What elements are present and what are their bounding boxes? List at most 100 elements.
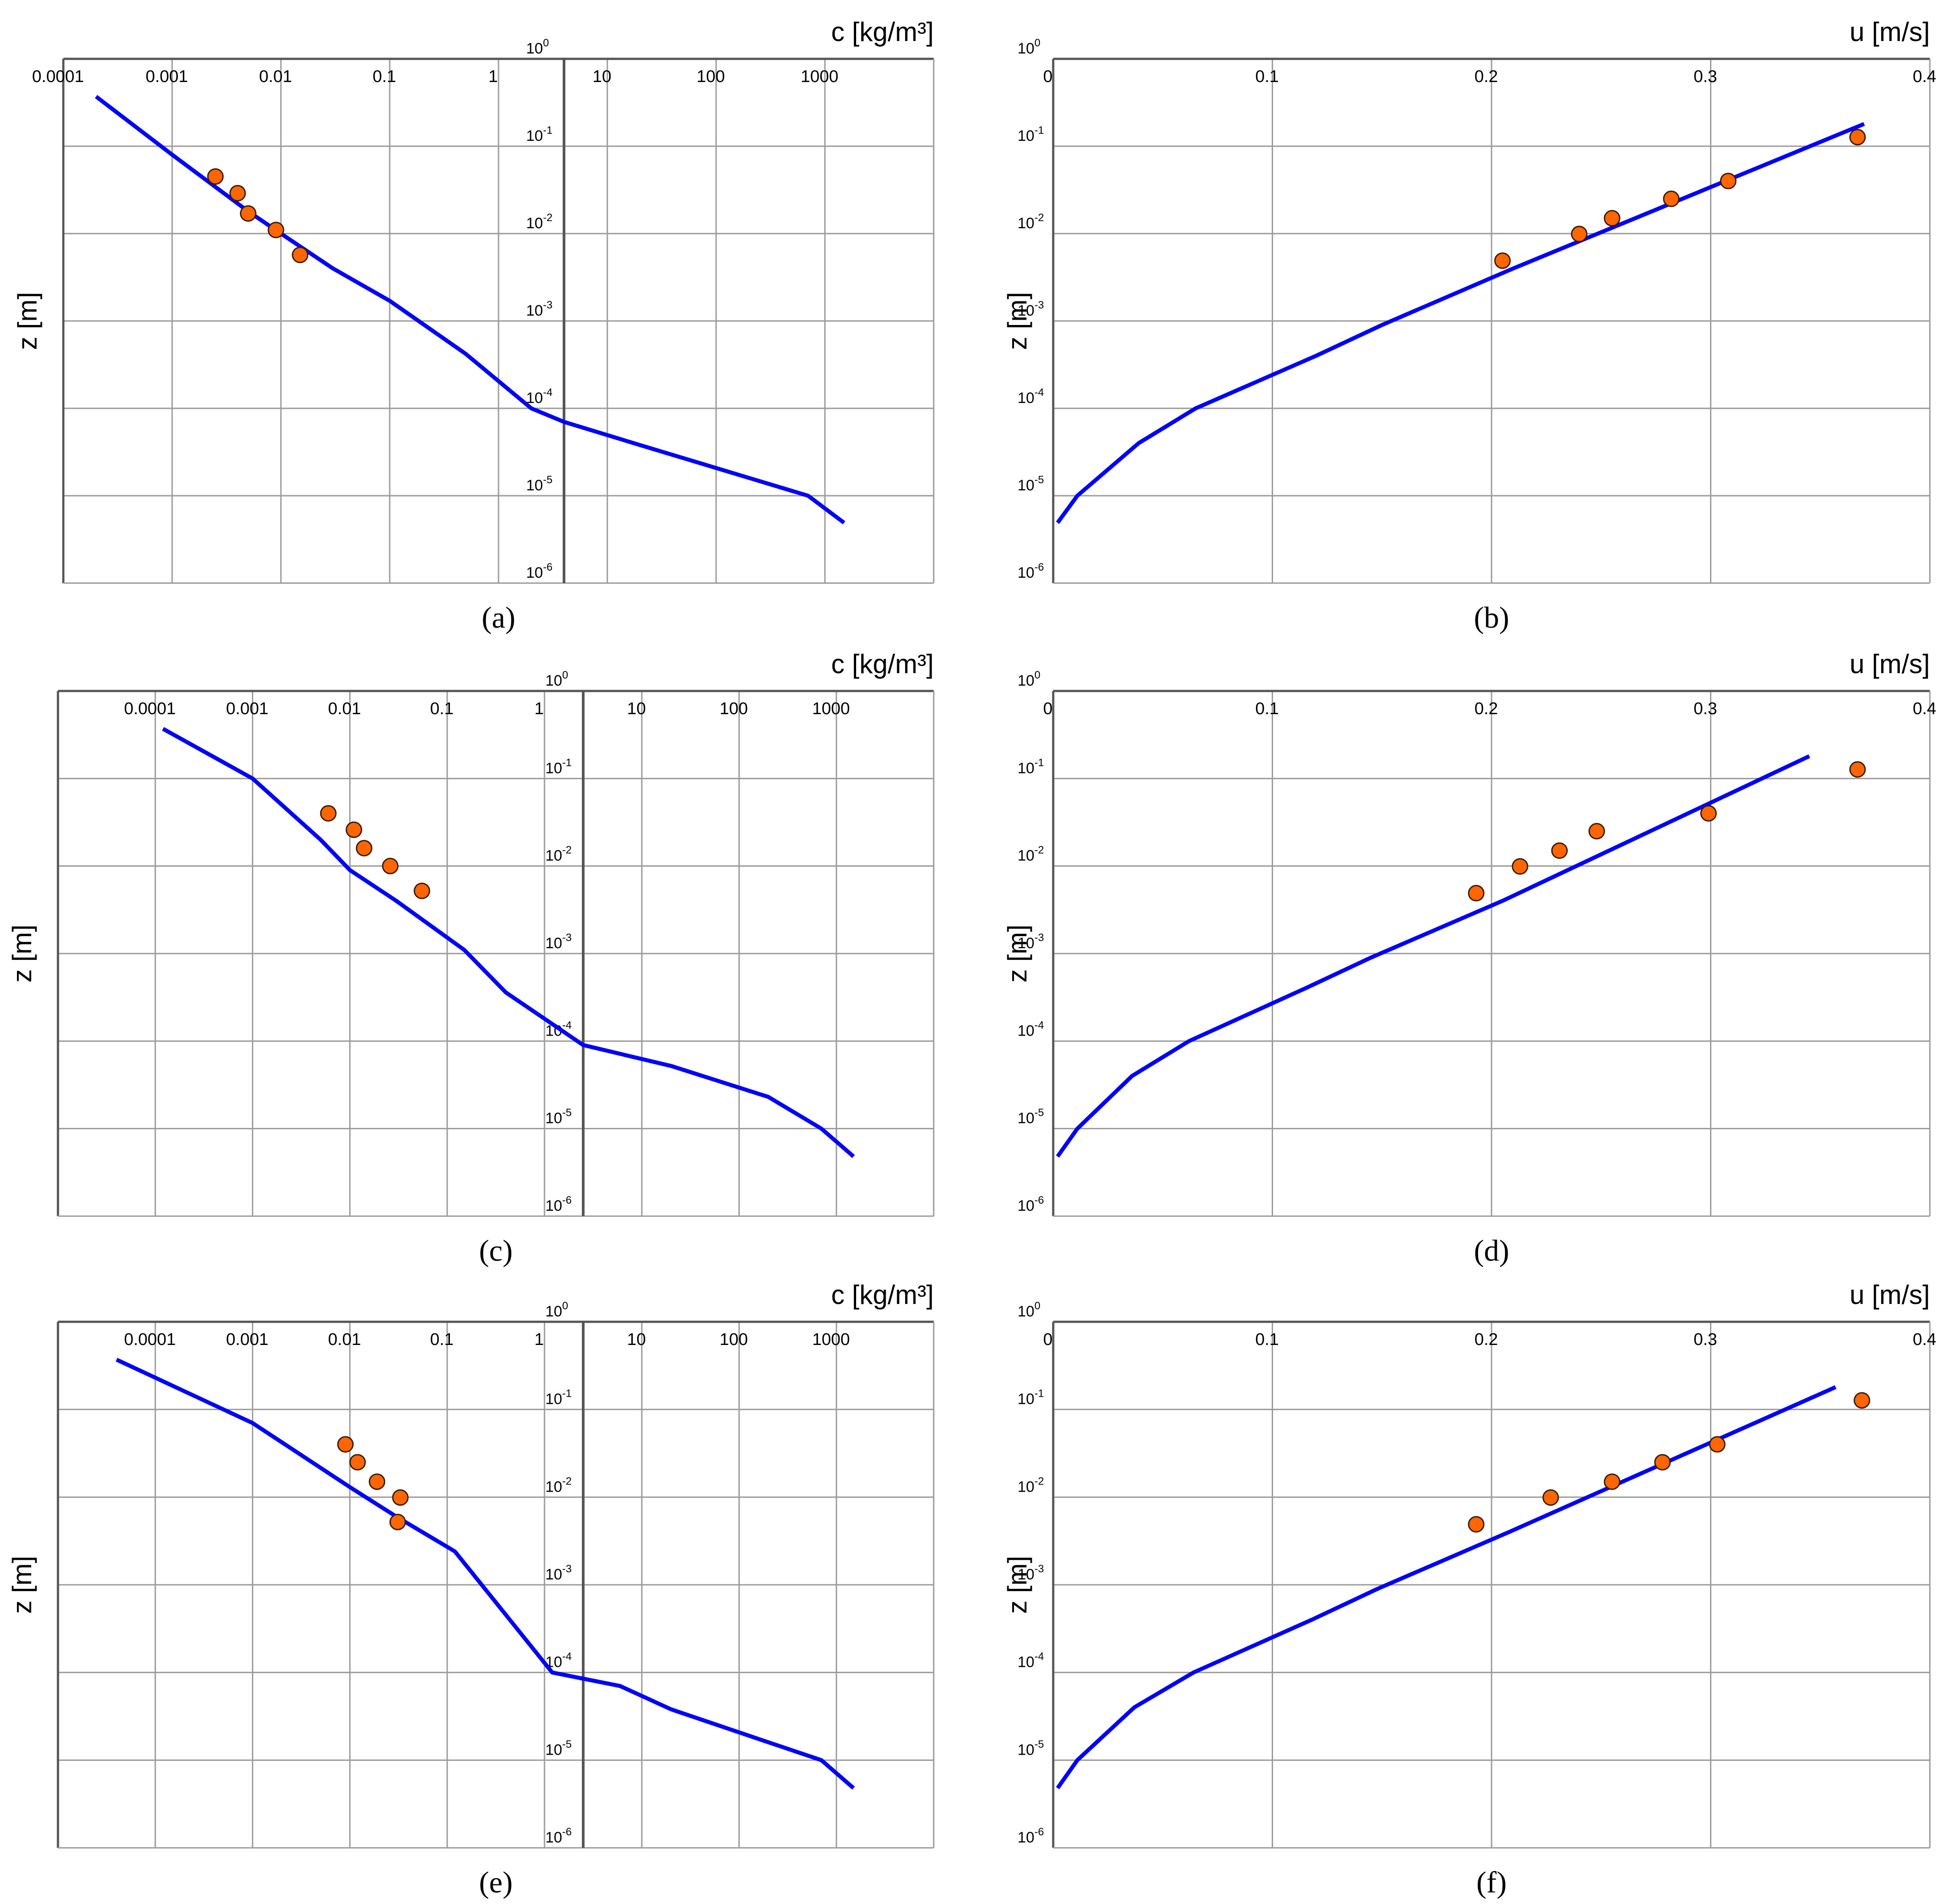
data-point	[1468, 1516, 1485, 1533]
x-tick-label: 0	[1043, 1330, 1052, 1349]
y-tick-label: 10-2	[545, 1475, 572, 1495]
data-point	[1849, 129, 1866, 146]
x-axis-title: c [kg/m³]	[831, 649, 934, 679]
x-tick-label: 0.2	[1475, 67, 1498, 86]
data-point	[392, 1489, 409, 1506]
panel-label: (e)	[479, 1865, 512, 1899]
panel-a: 0.0001 0.001 0.01 0.1 1 10 100 1000 100 10-1 10-2 1…	[12, 17, 935, 634]
y-tick-label: 10-3	[1018, 932, 1044, 952]
data-point	[1542, 1489, 1559, 1506]
y-axis-title: z [m]	[1002, 292, 1032, 350]
y-tick-label: 10-2	[545, 844, 572, 864]
data-point	[1468, 884, 1485, 901]
y-tick-label: 10-2	[1018, 1475, 1044, 1495]
x-axis-title: u [m/s]	[1850, 1280, 1930, 1310]
data-point	[268, 222, 284, 239]
data-point	[207, 168, 224, 185]
data-point	[229, 185, 246, 202]
data-point	[240, 205, 257, 222]
y-tick-label: 10-6	[1018, 1826, 1044, 1846]
y-tick-label: 10-1	[1018, 124, 1044, 144]
x-tick-label: 100	[720, 699, 748, 718]
data-point	[1494, 252, 1511, 269]
data-point	[1720, 173, 1737, 189]
y-tick-label: 10-4	[1018, 387, 1044, 407]
panel-e: 0.0001 0.001 0.01 0.1 1 10 100 1000 100 10-1 10-2 1…	[7, 1280, 935, 1899]
x-tick-label: 0	[1043, 699, 1052, 718]
x-tick-label: 0.001	[226, 699, 268, 718]
x-tick-label: 1000	[801, 67, 839, 86]
x-tick-label: 0.0001	[32, 67, 84, 86]
x-axis-title: u [m/s]	[1850, 649, 1930, 679]
panel-label: (d)	[1474, 1234, 1509, 1267]
data-point	[1663, 190, 1680, 207]
y-tick-label: 10-3	[1018, 299, 1044, 319]
y-tick-label: 10-5	[1018, 474, 1044, 494]
y-tick-label: 10-6	[545, 1826, 572, 1846]
y-tick-label: 10-5	[1018, 1738, 1044, 1758]
model-line	[115, 1357, 855, 1790]
x-tick-label: 0.0001	[124, 699, 176, 718]
data-point	[1849, 761, 1866, 778]
model-line	[1056, 754, 1810, 1158]
y-tick-label: 10-4	[526, 387, 552, 407]
panel-d: 0 0.1 0.2 0.3 0.4 100 10-1 10-2 10-3 10-4 10-5 10-6…	[1002, 649, 1936, 1267]
y-axis-title: z [m]	[1002, 1556, 1032, 1614]
panel-label: (c)	[479, 1234, 512, 1267]
y-tick-label: 10-2	[1018, 212, 1044, 232]
data-point	[292, 247, 309, 263]
x-tick-label: 0.3	[1694, 1330, 1717, 1349]
data-point	[1551, 842, 1568, 859]
model-line	[1056, 122, 1865, 524]
y-tick-label: 10-4	[1018, 1651, 1044, 1671]
model-line	[95, 95, 845, 525]
y-tick-label: 10-5	[1018, 1107, 1044, 1127]
data-point	[1571, 226, 1588, 243]
data-point	[1603, 210, 1620, 226]
y-tick-label: 10-1	[545, 757, 572, 777]
y-tick-label: 100	[1018, 37, 1040, 57]
panel-label: (f)	[1476, 1865, 1507, 1899]
y-tick-label: 100	[545, 669, 568, 689]
data-point	[368, 1473, 385, 1490]
x-tick-label: 100	[696, 67, 725, 86]
model-line	[162, 727, 855, 1158]
y-axis-title: z [m]	[7, 1556, 37, 1614]
y-tick-label: 100	[1018, 1300, 1040, 1320]
y-axis-title: z [m]	[7, 925, 37, 983]
x-tick-label: 0.4	[1913, 699, 1937, 718]
y-tick-label: 10-5	[526, 474, 552, 494]
y-axis-title: z [m]	[1002, 925, 1032, 983]
x-tick-label: 0.01	[328, 1330, 361, 1349]
x-tick-label: 0.01	[259, 67, 292, 86]
panel-f: 0 0.1 0.2 0.3 0.4 100 10-1 10-2 10-3 10-4 10-5 10-6…	[1002, 1280, 1936, 1899]
panel-label: (b)	[1474, 600, 1509, 634]
data-point	[337, 1436, 354, 1453]
data-point	[349, 1454, 366, 1471]
y-tick-label: 100	[1018, 669, 1040, 689]
data-point	[1700, 805, 1717, 822]
y-tick-label: 10-3	[545, 1563, 572, 1583]
x-tick-label: 0.1	[1255, 67, 1279, 86]
data-point	[413, 882, 430, 899]
x-tick-label: 0.1	[373, 67, 396, 86]
y-tick-label: 10-3	[526, 299, 552, 319]
x-tick-label: 0.3	[1694, 699, 1717, 718]
x-tick-label: 1	[488, 67, 498, 86]
panel-b: 0 0.1 0.2 0.3 0.4 100 10-1 10-2 10-3 10-4 10-5 10-6…	[1002, 17, 1936, 634]
x-tick-label: 1	[535, 699, 544, 718]
y-tick-label: 10-1	[526, 124, 552, 144]
y-tick-label: 10-5	[545, 1738, 572, 1758]
x-axis-title: c [kg/m³]	[831, 1280, 934, 1310]
x-tick-label: 0.001	[226, 1330, 268, 1349]
y-tick-label: 10-2	[526, 212, 552, 232]
data-point	[1603, 1473, 1620, 1490]
panel-label: (a)	[482, 600, 515, 634]
data-point	[320, 805, 337, 822]
x-tick-label: 10	[627, 1330, 646, 1349]
data-point	[1588, 823, 1605, 840]
x-tick-label: 0.1	[1255, 1330, 1279, 1349]
y-tick-label: 10-6	[545, 1194, 572, 1214]
x-tick-label: 0.1	[430, 1330, 453, 1349]
x-tick-label: 0.2	[1475, 699, 1498, 718]
